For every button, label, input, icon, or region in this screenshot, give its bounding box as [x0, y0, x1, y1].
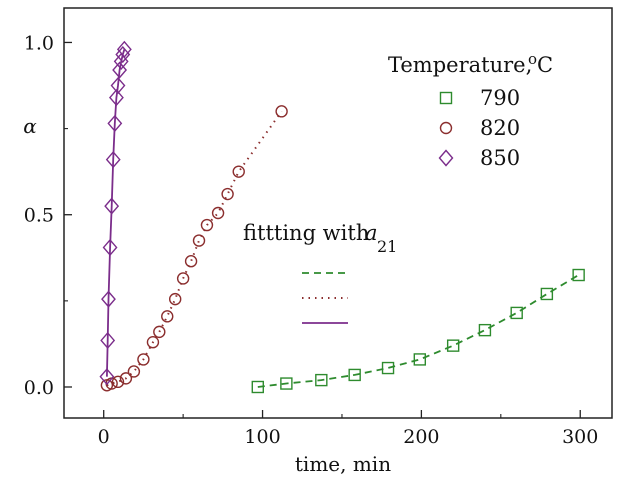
y-tick-label: 0.5 [24, 205, 54, 227]
point-820 [111, 375, 125, 389]
legend-marker-820 [439, 121, 453, 135]
point-820 [176, 272, 190, 285]
y-tick-label: 1.0 [24, 32, 54, 54]
point-790 [413, 353, 427, 366]
x-tick-label: 300 [562, 426, 598, 448]
point-820 [161, 310, 174, 323]
fit-legend: fittting with a 21 [243, 221, 397, 324]
point-820 [119, 372, 133, 385]
point-820 [153, 325, 166, 339]
point-850 [112, 61, 128, 79]
legend-label-850: 850 [480, 146, 520, 170]
point-850 [108, 89, 124, 107]
fit-label-symbol: a [365, 221, 378, 245]
x-tick-labels: 0 100 200 300 [98, 426, 599, 448]
point-790 [446, 339, 460, 352]
x-axis-title: time, min [295, 452, 391, 476]
y-axis-title: α [23, 114, 37, 138]
point-820 [211, 206, 225, 220]
y-tick-label: 0.0 [24, 377, 54, 399]
point-790 [540, 287, 554, 301]
point-820 [275, 105, 288, 118]
degree-sign: o [528, 50, 537, 68]
point-820 [200, 218, 214, 232]
point-790 [572, 268, 585, 282]
x-tick-label: 100 [244, 426, 280, 448]
point-850 [107, 114, 123, 132]
point-820 [192, 234, 206, 247]
legend-marker-790 [439, 91, 453, 105]
point-790 [348, 368, 361, 382]
point-820 [184, 255, 198, 268]
data-markers [99, 40, 585, 394]
fit-lines [106, 49, 580, 388]
fit-line-850 [106, 49, 126, 377]
point-820 [146, 336, 160, 349]
fit-line-820 [106, 110, 283, 387]
point-820 [127, 365, 141, 378]
point-820 [221, 187, 234, 201]
point-790 [251, 380, 264, 394]
point-820 [168, 292, 182, 306]
point-820 [232, 165, 245, 178]
point-850 [116, 40, 132, 58]
legend: Temperature, oC 790 820 850 [388, 50, 553, 170]
point-850 [105, 151, 121, 169]
point-790 [280, 377, 293, 390]
legend-items: 790 820 850 [438, 86, 520, 170]
point-820 [137, 353, 150, 366]
legend-marker-850 [438, 149, 454, 167]
legend-title-unit: oC [528, 50, 553, 77]
point-850 [100, 331, 116, 350]
point-790 [478, 323, 492, 337]
point-850 [101, 290, 116, 308]
point-790 [315, 373, 328, 387]
fit-label: fittting with [243, 221, 369, 245]
point-790 [510, 306, 523, 320]
plot-frame [63, 7, 613, 419]
legend-title: Temperature, [388, 53, 532, 77]
unit-letter: C [537, 53, 553, 77]
axis-ticks [64, 41, 581, 418]
point-790 [381, 361, 395, 375]
fit-legend-lines [302, 272, 348, 324]
fit-line-790 [257, 274, 580, 388]
x-tick-label: 200 [403, 426, 439, 448]
point-850 [99, 368, 115, 386]
point-850 [102, 238, 118, 257]
x-tick-label: 0 [98, 426, 110, 448]
y-tick-labels: 0.0 0.5 1.0 [24, 32, 54, 399]
fit-label-subscript: 21 [377, 237, 397, 256]
legend-label-790: 790 [480, 86, 520, 110]
point-850 [110, 76, 126, 95]
point-850 [104, 197, 120, 215]
point-850 [115, 45, 131, 64]
legend-label-820: 820 [480, 116, 520, 140]
